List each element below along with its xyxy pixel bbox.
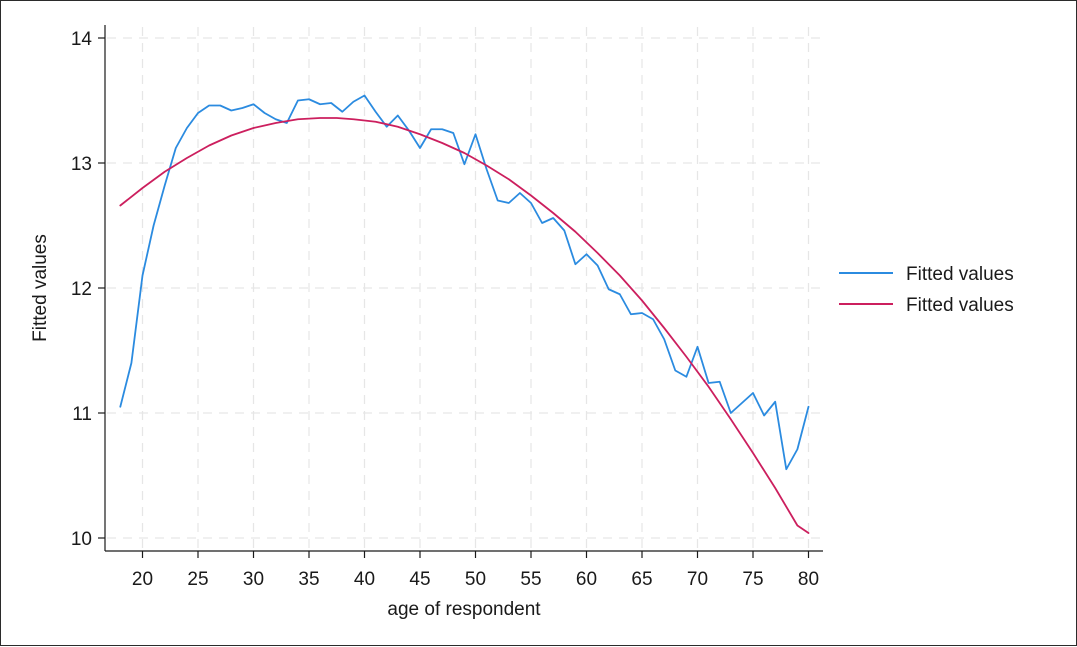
y-tick-label: 13 xyxy=(71,154,92,175)
x-tick-label: 50 xyxy=(465,569,486,590)
x-tick-label: 60 xyxy=(576,569,597,590)
legend: Fitted values Fitted values xyxy=(839,264,1014,316)
series-line-1 xyxy=(119,94,810,471)
x-tick-label: 25 xyxy=(187,569,208,590)
y-tick-label: 12 xyxy=(71,279,92,300)
y-tick-label: 14 xyxy=(71,29,93,50)
y-axis-title: Fitted values xyxy=(30,234,51,342)
x-tick-label: 55 xyxy=(520,569,541,590)
x-tick-label: 40 xyxy=(354,569,375,590)
x-tick-label: 20 xyxy=(132,569,153,590)
series-line-2 xyxy=(119,117,810,534)
x-tick-label: 80 xyxy=(798,569,819,590)
series-layer xyxy=(119,94,810,534)
x-tick-label: 35 xyxy=(298,569,319,590)
x-tick-label: 30 xyxy=(243,569,264,590)
axes: 20 25 30 35 40 45 50 55 60 65 70 75 80 10 11 12 13 14 xyxy=(71,25,823,590)
legend-label-series-1: Fitted values xyxy=(906,264,1014,285)
x-tick-label: 70 xyxy=(687,569,708,590)
x-tick-label: 65 xyxy=(631,569,652,590)
y-tick-label: 11 xyxy=(72,404,92,425)
x-tick-label: 45 xyxy=(409,569,430,590)
x-axis-title: age of respondent xyxy=(387,599,541,620)
y-tick-label: 10 xyxy=(71,529,92,550)
legend-label-series-2: Fitted values xyxy=(906,295,1014,316)
x-tick-label: 75 xyxy=(742,569,763,590)
